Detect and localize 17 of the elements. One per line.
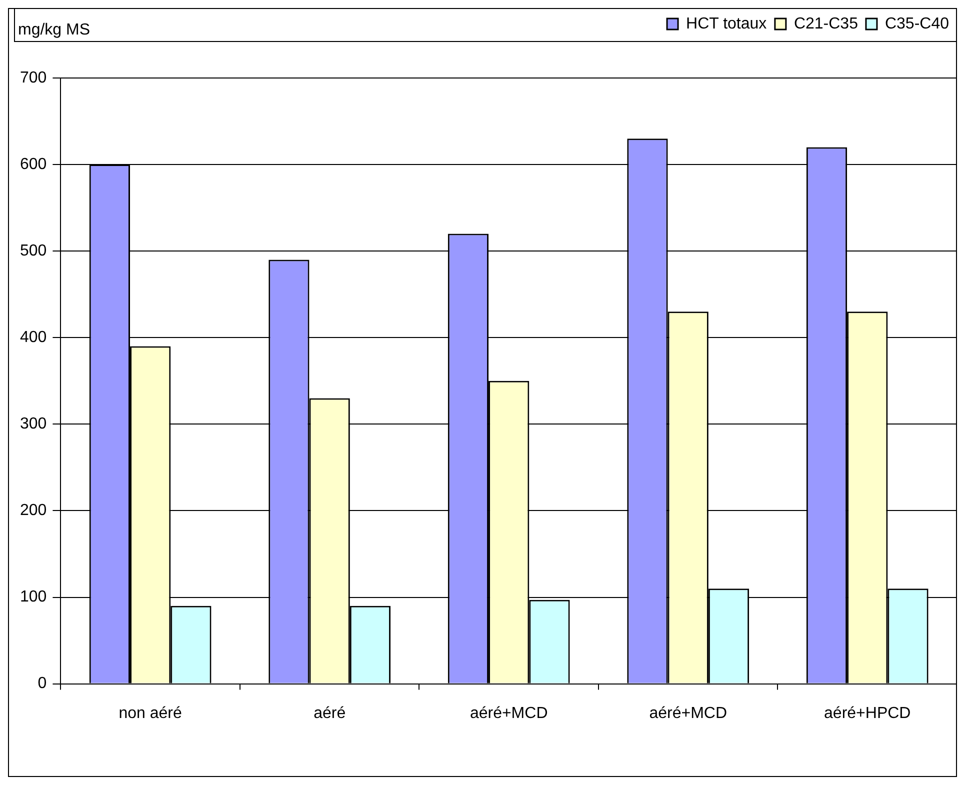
y-tick-label: 400 [20, 329, 47, 346]
y-tick-label: 200 [20, 502, 47, 520]
x-tick-label: aéré+MCD [649, 704, 728, 722]
y-axis-title: mg/kg MS [18, 21, 90, 38]
y-tick-label: 300 [20, 416, 47, 433]
y-tick-label: 0 [38, 675, 47, 692]
x-tick-label: non aéré [118, 704, 182, 722]
x-tick-label: aéré+MCD [470, 704, 548, 722]
x-tick-label: aéré [314, 704, 346, 722]
legend-label: HCT totaux [686, 15, 767, 32]
legend-label: C35-C40 [884, 15, 950, 32]
y-tick-label: 700 [20, 69, 47, 86]
y-tick-label: 500 [20, 242, 47, 260]
y-tick-label: 600 [20, 156, 47, 173]
y-tick-label: 100 [20, 588, 47, 606]
x-tick-label: aéré+HPCD [824, 704, 911, 722]
legend-label: C21-C35 [794, 15, 858, 32]
